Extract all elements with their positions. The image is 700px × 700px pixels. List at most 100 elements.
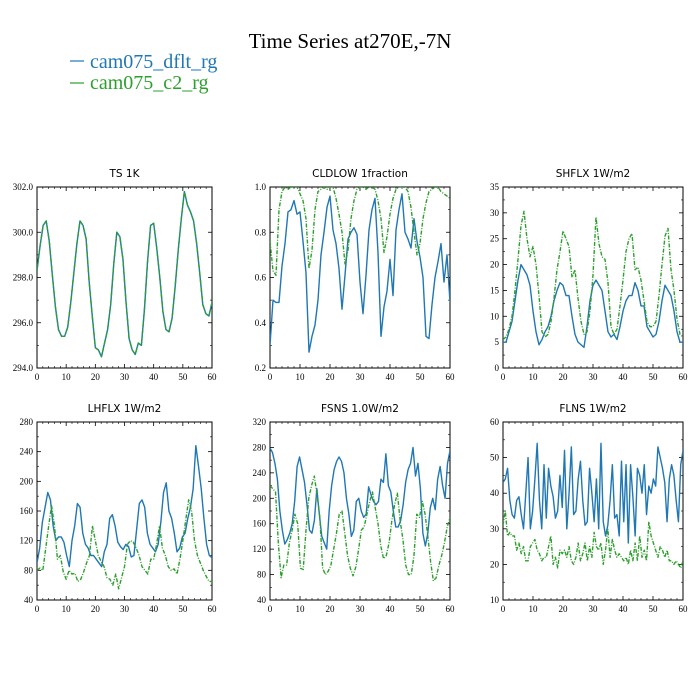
x-tick-label: 50	[178, 604, 188, 614]
y-tick-label: 1.0	[255, 182, 267, 192]
x-tick-label: 60	[208, 372, 218, 382]
y-tick-label: 280	[253, 442, 267, 452]
x-tick-label: 0	[35, 372, 40, 382]
y-tick-label: 20	[490, 559, 500, 569]
x-tick-label: 20	[326, 604, 336, 614]
x-tick-label: 60	[679, 372, 689, 382]
x-tick-label: 50	[416, 604, 426, 614]
x-tick-label: 10	[296, 604, 306, 614]
x-tick-label: 10	[529, 604, 539, 614]
y-tick-label: 50	[490, 453, 500, 463]
series-line-flns-c2	[503, 510, 683, 569]
chart-panel-cldlow: CLDLOW 1fraction 0 10 20 30 40 50 60 0.2 0.4 0.6 0.…	[255, 168, 455, 382]
plot-frame-lhflx	[36, 421, 213, 601]
y-tick-label: 240	[20, 447, 34, 457]
series-line-lhflx-dflt	[37, 445, 212, 568]
y-tick-label: 30	[490, 208, 500, 218]
y-tick-label: 200	[20, 476, 34, 486]
y-tick-label: 20	[490, 260, 500, 270]
x-tick-label: 30	[120, 372, 130, 382]
figure-title: Time Series at270E,-7N	[249, 29, 452, 53]
x-tick-label: 40	[619, 604, 629, 614]
x-tick-label: 60	[679, 604, 689, 614]
x-tick-label: 40	[386, 604, 396, 614]
x-tick-label: 40	[149, 604, 159, 614]
y-tick-label: 10	[490, 311, 500, 321]
x-tick-label: 20	[559, 604, 569, 614]
y-tick-label: 40	[24, 595, 34, 605]
x-tick-label: 40	[149, 372, 159, 382]
y-tick-label: 160	[253, 519, 267, 529]
x-tick-label: 30	[589, 604, 599, 614]
x-tick-label: 50	[649, 372, 659, 382]
y-tick-label: 80	[257, 570, 267, 580]
y-tick-label: 30	[490, 524, 500, 534]
y-tick-label: 35	[490, 182, 500, 192]
x-tick-label: 50	[416, 372, 426, 382]
y-tick-label: 120	[253, 544, 267, 554]
y-tick-label: 302.0	[13, 182, 34, 192]
y-tick-label: 320	[253, 417, 267, 427]
y-tick-label: 0.4	[255, 318, 267, 328]
y-tick-label: 0	[495, 363, 500, 373]
x-tick-label: 20	[91, 372, 101, 382]
panel-title-flns: FLNS 1W/m2	[559, 403, 626, 415]
series-line-shflx-dflt	[503, 263, 683, 349]
y-tick-label: 160	[20, 506, 34, 516]
y-tick-label: 10	[490, 595, 500, 605]
y-tick-label: 40	[257, 595, 267, 605]
series-line-ts-c2	[37, 190, 212, 358]
series-line-fsns-dflt	[270, 446, 450, 550]
y-tick-label: 296.0	[13, 318, 34, 328]
x-tick-label: 30	[356, 604, 366, 614]
series-line-cldlow-dflt	[270, 193, 450, 353]
chart-panel-ts: TS 1K 0 10 20 30 40 50 60 294.0 296.0 298.0 300.0 30…	[13, 168, 217, 382]
x-tick-label: 10	[62, 372, 72, 382]
y-tick-label: 294.0	[13, 363, 34, 373]
y-tick-label: 300.0	[13, 227, 34, 237]
x-tick-label: 0	[35, 604, 40, 614]
y-tick-label: 280	[20, 417, 34, 427]
panel-title-fsns: FSNS 1.0W/m2	[321, 403, 399, 415]
series-line-fsns-c2	[270, 475, 450, 582]
y-tick-label: 0.6	[255, 273, 267, 283]
y-tick-label: 240	[253, 468, 267, 478]
x-tick-label: 0	[501, 604, 506, 614]
panels: TS 1K0 10 20 30 40 50 60294.0296.0298.0300.030…	[13, 168, 688, 614]
series-line-shflx-c2	[503, 210, 683, 341]
y-tick-label: 5	[495, 337, 500, 347]
x-tick-label: 40	[386, 372, 396, 382]
legend-label-dflt: cam075_dflt_rg	[90, 51, 217, 73]
y-tick-label: 0.8	[255, 227, 267, 237]
x-tick-label: 60	[446, 372, 456, 382]
panel-title-shflx: SHFLX 1W/m2	[556, 168, 631, 180]
x-tick-label: 20	[559, 372, 569, 382]
y-tick-label: 0.2	[255, 363, 266, 373]
chart-panel-shflx: SHFLX 1W/m2 0 10 20 30 40 50 60 0 5 10 15 20 25 30 35	[490, 168, 688, 382]
legend-label-c2: cam075_c2_rg	[90, 72, 209, 94]
panel-title-ts: TS 1K	[109, 168, 141, 180]
x-tick-label: 60	[446, 604, 456, 614]
legend: cam075_dflt_rg cam075_c2_rg	[70, 51, 217, 94]
y-tick-label: 25	[490, 234, 500, 244]
y-tick-label: 40	[490, 488, 500, 498]
x-tick-label: 10	[62, 604, 72, 614]
x-tick-label: 60	[208, 604, 218, 614]
x-tick-label: 10	[529, 372, 539, 382]
chart-panel-lhflx: LHFLX 1W/m2 0 10 20 30 40 50 60 40 80 120 160 200 240…	[20, 403, 218, 614]
x-tick-label: 50	[649, 604, 659, 614]
chart-panel-fsns: FSNS 1.0W/m2 0 10 20 30 40 50 60 40 80 120 160 200 24…	[253, 403, 456, 614]
x-tick-label: 30	[589, 372, 599, 382]
x-tick-label: 40	[619, 372, 629, 382]
panel-title-cldlow: CLDLOW 1fraction	[312, 168, 408, 180]
y-tick-label: 15	[490, 285, 500, 295]
x-tick-label: 10	[296, 372, 306, 382]
x-tick-label: 30	[356, 372, 366, 382]
series-line-flns-dflt	[503, 442, 683, 544]
x-tick-label: 0	[268, 604, 273, 614]
y-tick-label: 200	[253, 493, 267, 503]
series-line-lhflx-c2	[37, 499, 212, 590]
plot-frame-fsns	[269, 421, 451, 601]
